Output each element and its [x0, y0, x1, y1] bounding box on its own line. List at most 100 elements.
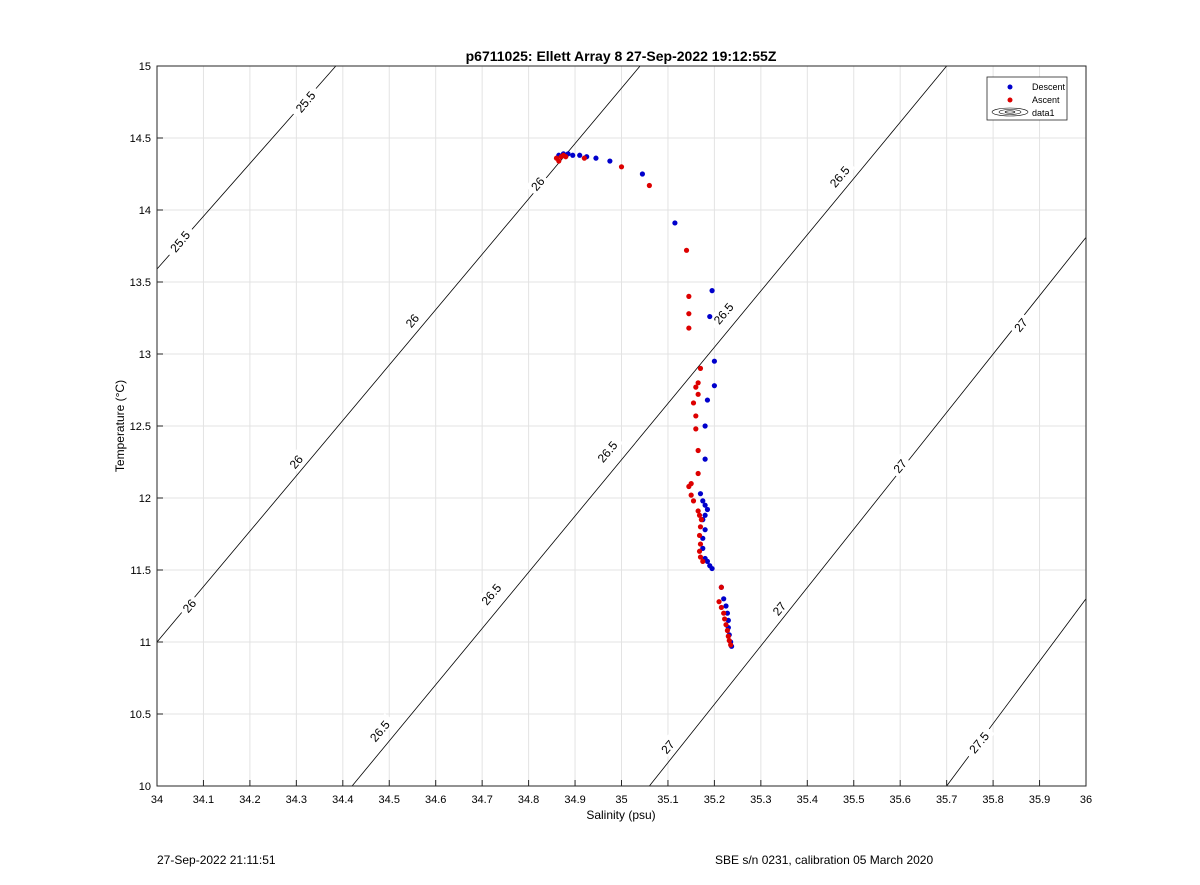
x-tick-label: 34.5 [379, 794, 400, 806]
descent-point [702, 456, 708, 462]
descent-point [697, 491, 704, 497]
contour-label-27.5: 27.5 [962, 724, 995, 760]
descent-point [639, 171, 646, 177]
ascent-point [646, 182, 652, 189]
contour-label-26: 26 [399, 308, 424, 333]
ascent-point [697, 524, 704, 530]
descent-point [704, 506, 711, 513]
ascent-point [686, 325, 692, 331]
contour-label-27: 27 [887, 453, 912, 478]
x-tick-label: 34.2 [239, 794, 260, 806]
x-tick-label: 35.1 [657, 794, 678, 806]
descent-point [702, 423, 708, 429]
descent-point [721, 596, 727, 602]
ascent-point [695, 508, 701, 514]
ascent-point [688, 492, 694, 498]
x-tick-label: 34.4 [332, 794, 353, 806]
x-tick-label: 34.8 [518, 794, 539, 806]
footer-timestamp: 27-Sep-2022 21:11:51 [157, 853, 276, 867]
ascent-point [690, 400, 697, 406]
descent-point [709, 288, 715, 294]
ascent-point [556, 158, 562, 164]
y-tick-label: 15 [139, 61, 151, 73]
density-contours: 25.525.52626262626.526.526.526.526.52727… [156, 65, 1087, 787]
contour-label-gap [1008, 312, 1032, 337]
ascent-point [696, 548, 703, 554]
legend-ascent-label: Ascent [1032, 95, 1060, 105]
ascent-point [690, 498, 697, 504]
ascent-point [696, 512, 703, 518]
contour-label-gap [887, 453, 912, 478]
ascent-point [724, 627, 731, 634]
legend-descent-label: Descent [1032, 82, 1066, 92]
contour-line-26.5 [351, 65, 947, 787]
contour-label-gap [163, 223, 196, 259]
ascent-point [698, 517, 704, 523]
contour-label-27: 27 [766, 596, 791, 621]
series-ascent [553, 152, 734, 648]
contour-label-26: 26 [283, 449, 308, 474]
legend: Descent Ascent data1 [986, 76, 1068, 121]
ascent-point [697, 554, 704, 560]
contour-label-26: 26 [176, 593, 201, 618]
contour-label-gap [766, 596, 791, 621]
ascent-point [725, 633, 731, 639]
ascent-point [563, 154, 569, 160]
ascent-point [697, 365, 704, 371]
descent-point [709, 565, 715, 572]
x-tick-label: 35.3 [750, 794, 771, 806]
ascent-point [695, 470, 701, 477]
x-tick-label: 35 [615, 794, 627, 806]
axis-ticks: 34 34.1 34.2 34.3 34.4 34.5 34.6 34.7 34.8 34.9 35… [130, 61, 1093, 806]
contour-label-gap [399, 308, 424, 333]
y-tick-label: 10.5 [130, 709, 151, 721]
contour-label-27: 27 [1008, 312, 1032, 337]
contour-label-26.5: 26.5 [474, 576, 507, 612]
ascent-point [693, 426, 699, 432]
contour-label-gap [176, 593, 201, 618]
y-tick-label: 13.5 [130, 277, 151, 289]
contour-label-26.5: 26.5 [590, 433, 624, 469]
contour-label-gap [362, 713, 396, 749]
descent-point [570, 152, 576, 158]
descent-point [711, 383, 718, 389]
ascent-point [721, 610, 727, 616]
contour-label-gap [962, 724, 995, 760]
ascent-point [693, 413, 699, 419]
descent-point [724, 610, 731, 616]
legend-data1-label: data1 [1032, 108, 1055, 118]
ascent-point [718, 604, 724, 611]
x-tick-label: 35.6 [889, 794, 910, 806]
x-tick-label: 34.3 [286, 794, 307, 806]
descent-point [672, 220, 678, 226]
legend-box [986, 76, 1068, 121]
descent-point [702, 512, 708, 518]
ascent-point [695, 380, 701, 386]
descent-point [700, 498, 706, 504]
data-points [553, 151, 735, 649]
ascent-point [686, 483, 692, 490]
y-tick-label: 14.5 [130, 133, 151, 145]
ascent-point [695, 447, 701, 454]
contour-label-gap [283, 449, 308, 474]
y-tick-label: 10 [139, 781, 151, 793]
ascent-point [683, 247, 690, 253]
ascent-point [695, 391, 701, 397]
contour-label-gap [474, 576, 507, 612]
chart-title: p6711025: Ellett Array 8 27-Sep-2022 19:… [466, 48, 777, 64]
descent-point [704, 397, 711, 403]
contour-label-26.5: 26.5 [822, 158, 856, 194]
x-tick-label: 34 [151, 794, 163, 806]
x-tick-label: 35.9 [1029, 794, 1050, 806]
y-axis-label: Temperature (°C) [113, 380, 127, 472]
legend-contour-icon [991, 107, 1029, 117]
x-tick-label: 34.7 [471, 794, 492, 806]
ascent-point [697, 541, 704, 547]
contour-label-26.5: 26.5 [362, 713, 396, 749]
descent-point [702, 527, 708, 533]
contour-label-gap [288, 83, 322, 119]
legend-ascent-marker [1007, 97, 1013, 103]
ascent-point [726, 637, 732, 644]
y-tick-label: 13 [139, 349, 151, 361]
